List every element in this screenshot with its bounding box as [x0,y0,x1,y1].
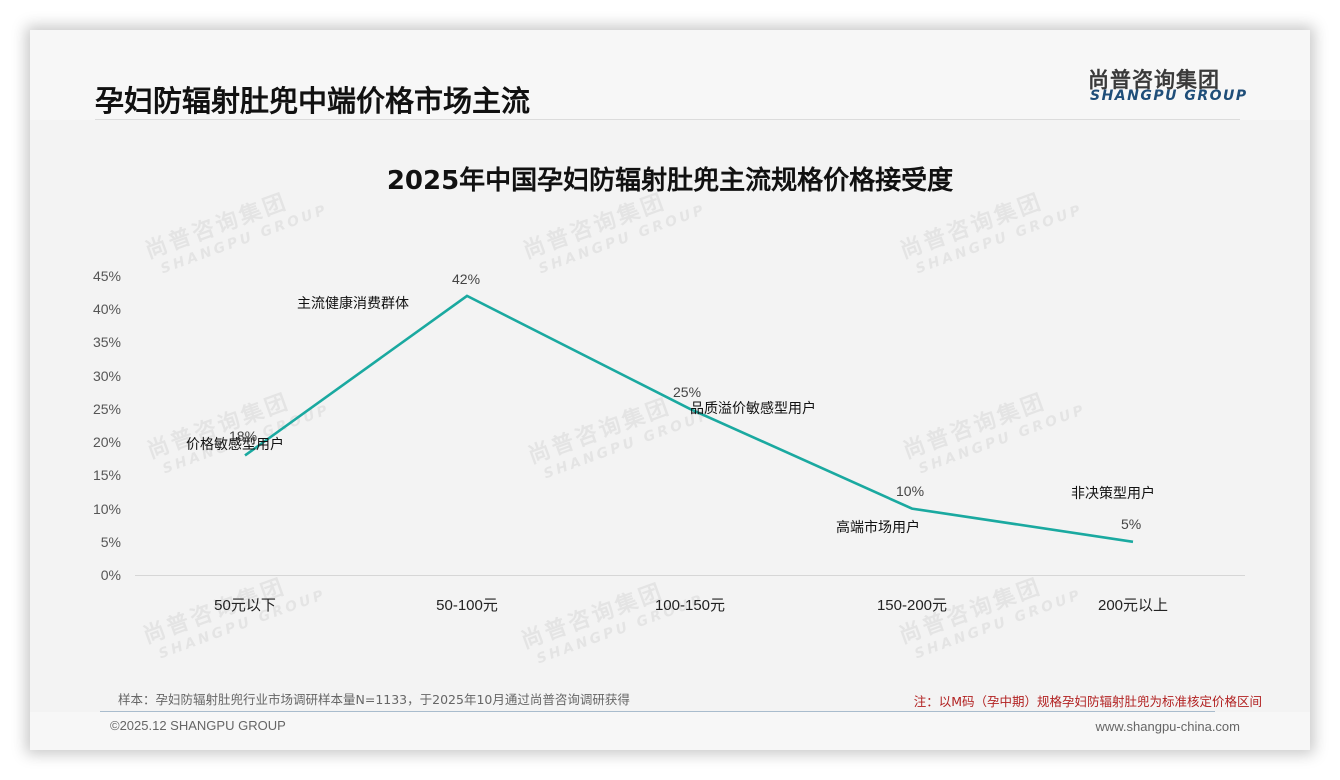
line-plot [135,294,1245,576]
annotation: 主流健康消费群体 [297,296,409,312]
annotation: 品质溢价敏感型用户 [690,401,816,417]
y-tick: 20% [92,434,121,450]
y-tick: 40% [92,301,121,317]
y-tick: 15% [92,467,121,483]
footer-band [30,712,1310,750]
y-tick: 10% [92,501,121,517]
logo-cn: 尚普咨询集团 [1088,68,1220,92]
x-tick: 100-150元 [654,597,726,614]
footer-divider [100,711,1215,712]
data-label: 18% [229,428,258,444]
data-label: 5% [1121,516,1142,532]
data-label: 10% [896,483,925,499]
annotation: 价格敏感型用户 [186,437,284,453]
annotation: 非决策型用户 [1071,486,1155,502]
x-tick: 150-200元 [876,597,948,614]
logo-en: SHANGPU GROUP [1090,88,1248,104]
y-tick: 5% [100,534,121,550]
annotation: 高端市场用户 [836,520,920,536]
slide-card: 孕妇防辐射肚兜中端价格市场主流 尚普咨询集团 SHANGPU GROUP 尚普咨… [30,30,1310,750]
x-tick: 200元以上 [1097,597,1169,614]
website-link[interactable]: www.shangpu-china.com [1095,719,1240,734]
chart-title: 2025年中国孕妇防辐射肚兜主流规格价格接受度 [386,166,954,196]
price-note: 注：以M码（孕中期）规格孕妇防辐射肚兜为标准核定价格区间 [913,694,1262,709]
x-tick: 50元以下 [214,597,276,614]
y-tick: 35% [92,334,121,350]
y-tick: 25% [92,401,121,417]
header-band [30,30,1310,120]
header-divider [95,119,1240,120]
data-label: 25% [673,384,702,400]
series-line [244,294,1134,544]
y-tick: 30% [92,368,121,384]
data-label: 42% [452,271,481,287]
y-tick: 45% [92,268,121,284]
page-title: 孕妇防辐射肚兜中端价格市场主流 [95,84,531,118]
copyright: ©2025.12 SHANGPU GROUP [110,718,286,733]
x-tick: 50-100元 [436,597,498,614]
sample-note: 样本：孕妇防辐射肚兜行业市场调研样本量N=1133，于2025年10月通过尚普咨… [118,692,630,707]
y-tick: 0% [100,567,121,583]
